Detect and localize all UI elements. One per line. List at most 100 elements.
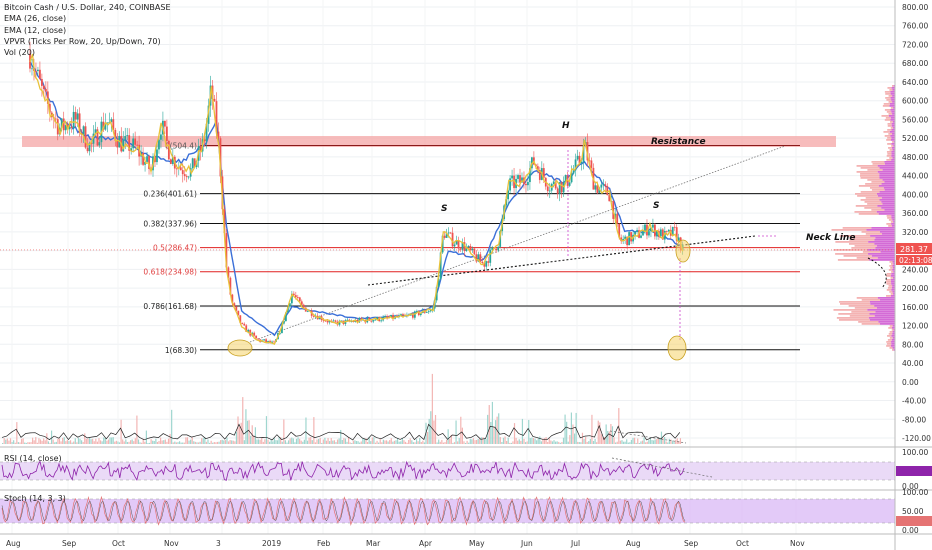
volume-bar <box>177 442 179 444</box>
vpvr-bar <box>871 161 885 163</box>
candle-body <box>554 181 557 189</box>
vpvr-bar <box>891 153 895 155</box>
volume-bar <box>336 439 339 444</box>
candle-body <box>564 174 567 182</box>
price-tick-label: 800.00 <box>902 3 928 12</box>
candle-body <box>626 236 629 246</box>
volume-legend[interactable]: Vol (20) <box>4 48 35 58</box>
candle-body <box>380 320 383 322</box>
volume-bar <box>537 438 539 444</box>
candle-body <box>169 159 172 165</box>
candle-body <box>136 144 139 146</box>
candle-body <box>386 316 388 318</box>
volume-bars <box>2 373 682 444</box>
volume-bar <box>588 441 590 444</box>
vpvr-bar <box>872 163 885 165</box>
vpvr-legend[interactable]: VPVR (Ticks Per Row, 20, Up/Down, 70) <box>4 36 161 46</box>
vpvr-bar <box>870 235 895 237</box>
ema26-legend[interactable]: EMA (26, close) <box>4 14 67 24</box>
volume-bar <box>427 432 429 444</box>
volume-bar <box>324 437 326 444</box>
vpvr-bar <box>856 171 878 173</box>
volume-bar <box>570 412 572 444</box>
vpvr-bar <box>892 113 895 115</box>
volume-bar <box>580 442 582 444</box>
volume-bar <box>362 438 364 444</box>
candle-body <box>558 182 561 194</box>
volume-bar <box>160 437 162 444</box>
candle-body <box>60 118 63 128</box>
volume-bar <box>526 441 528 444</box>
candle-body <box>356 319 359 323</box>
volume-bar <box>122 439 124 444</box>
vpvr-bar <box>891 151 895 153</box>
candle-body <box>542 168 545 178</box>
rsi-trendline <box>611 457 713 478</box>
volume-bar <box>153 441 155 444</box>
volume-bar <box>321 442 323 444</box>
volume-bar <box>423 442 426 444</box>
right-shoulder-label: S <box>653 201 659 211</box>
candle-body <box>439 252 442 280</box>
candle-body <box>602 184 605 186</box>
candle-body <box>519 175 521 183</box>
candle-body <box>655 230 658 237</box>
price-tick-label: -120.00 <box>902 434 931 443</box>
volume-bar <box>276 440 279 444</box>
candle-body <box>90 142 93 144</box>
candle-body <box>612 200 615 219</box>
candle-body <box>487 261 490 263</box>
volume-bar <box>88 437 91 444</box>
candle-body <box>324 320 327 322</box>
vpvr-bar <box>884 91 891 93</box>
rsi-label: RSI (14, close) <box>4 454 62 463</box>
vpvr-bar <box>889 347 893 349</box>
candle-body <box>74 111 77 120</box>
symbol-title[interactable]: Bitcoin Cash / U.S. Dollar, 240, COINBAS… <box>4 3 171 12</box>
volume-bar <box>245 409 247 444</box>
stoch-label: Stoch (14, 3, 3) <box>4 494 66 503</box>
vpvr-bar <box>891 155 895 157</box>
time-axis[interactable]: Aug Sep Oct Nov 3 2019 Feb Mar Apr May Jun Jul Aug Se… <box>6 539 805 548</box>
volume-bar <box>76 442 78 444</box>
candle-body <box>644 224 646 231</box>
time-tick-label: Feb <box>317 539 331 548</box>
candle-body <box>465 247 468 252</box>
vpvr-bar <box>833 309 868 311</box>
price-candles <box>29 41 684 345</box>
volume-bar <box>648 440 650 444</box>
volume-bar <box>466 440 468 444</box>
vpvr-bar <box>886 345 892 347</box>
vpvr-bar <box>889 291 893 293</box>
vpvr-bar <box>883 131 890 133</box>
volume-bar <box>220 440 222 444</box>
volume-bar <box>370 441 372 444</box>
candle-body <box>112 119 115 130</box>
vpvr-bar <box>889 157 893 159</box>
volume-bar <box>348 437 350 444</box>
volume-bar <box>417 441 419 444</box>
vpvr-bar <box>855 205 878 207</box>
candle-body <box>144 161 146 165</box>
candle-body <box>634 231 636 235</box>
volume-bar <box>218 441 220 444</box>
vpvr-bar <box>892 157 895 159</box>
volume-bar <box>452 442 454 444</box>
candle-body <box>31 68 33 70</box>
ema12-legend[interactable]: EMA (12, close) <box>4 25 67 35</box>
candle-body <box>435 286 438 301</box>
volume-bar <box>547 441 549 444</box>
price-tick-label: 40.00 <box>902 359 924 368</box>
price-axis[interactable]: 800.00 760.00 720.00 680.00 640.00 600.00 560.… <box>902 3 931 443</box>
candle-body <box>437 279 440 287</box>
volume-bar <box>645 442 647 444</box>
volume-bar <box>125 439 127 444</box>
vpvr-bar <box>855 193 878 195</box>
vpvr-bar <box>848 305 875 307</box>
vpvr-bar <box>879 167 895 169</box>
volume-bar <box>482 437 484 444</box>
volume-bar <box>501 442 503 444</box>
vpvr-bar <box>891 139 895 141</box>
left-shoulder-label: S <box>441 204 447 214</box>
volume-bar <box>226 437 228 444</box>
